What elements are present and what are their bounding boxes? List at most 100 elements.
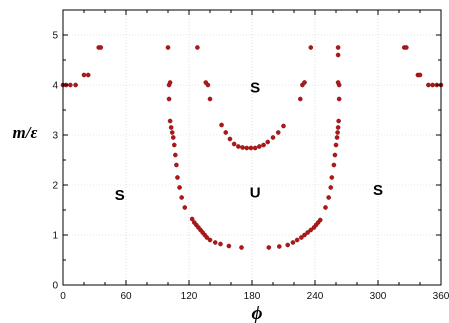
region-label: S: [250, 80, 260, 97]
data-point: [265, 139, 271, 145]
data-point: [257, 144, 262, 149]
data-point: [170, 135, 176, 140]
data-point: [317, 217, 323, 223]
x-tick-label: 120: [181, 291, 198, 302]
data-point: [276, 244, 282, 249]
data-point: [270, 135, 276, 140]
data-point: [328, 185, 334, 190]
y-tick-label: 5: [52, 31, 58, 42]
data-point: [261, 142, 266, 148]
y-tick-label: 3: [52, 131, 58, 142]
data-point: [223, 130, 229, 135]
data-point: [175, 175, 180, 180]
x-axis-label: ϕ: [252, 303, 263, 323]
data-point: [85, 72, 91, 78]
data-point: [335, 125, 341, 130]
data-point: [195, 45, 200, 50]
data-point: [236, 144, 241, 149]
data-point: [335, 80, 341, 85]
data-point: [226, 243, 232, 249]
data-point: [302, 80, 307, 85]
grid-lines: [63, 10, 441, 285]
data-point: [98, 45, 104, 50]
data-point: [331, 162, 337, 168]
data-point: [297, 96, 303, 102]
data-point: [179, 195, 184, 200]
x-tick-label: 240: [307, 291, 324, 302]
data-point: [207, 237, 213, 243]
data-point: [333, 142, 339, 148]
data-point: [430, 82, 435, 88]
data-point: [169, 130, 175, 135]
data-point: [244, 145, 250, 151]
region-labels: S S U S: [115, 80, 383, 205]
data-point: [336, 118, 341, 124]
data-point: [166, 96, 172, 102]
x-tick-label: 180: [244, 291, 261, 302]
data-point: [73, 82, 78, 88]
data-point: [335, 130, 340, 135]
data-point: [335, 45, 341, 50]
data-point: [68, 82, 73, 88]
x-tick-label: 0: [60, 291, 66, 302]
data-point: [219, 122, 224, 128]
data-point: [326, 195, 331, 200]
data-point: [173, 152, 178, 158]
data-point: [174, 162, 179, 168]
data-point: [329, 175, 335, 180]
data-point: [299, 235, 304, 240]
data-point: [171, 142, 177, 148]
data-point: [205, 82, 211, 88]
data-point: [336, 96, 342, 102]
data-point: [212, 240, 218, 245]
data-point: [281, 123, 286, 129]
data-point: [404, 45, 409, 50]
y-tick-label: 2: [52, 181, 58, 192]
data-point: [275, 130, 281, 135]
data-point: [182, 205, 188, 210]
data-point: [302, 232, 307, 238]
region-label: S: [373, 182, 383, 199]
y-tick-label: 0: [52, 281, 58, 292]
data-point: [177, 185, 182, 190]
y-tick-label: 1: [52, 231, 58, 242]
data-point: [189, 216, 195, 222]
data-point: [308, 45, 314, 50]
data-point: [252, 145, 258, 151]
data-point: [323, 205, 328, 210]
axis-ticks: 0 60 120 180 240 300 360 0 1 2 3 4 5: [52, 10, 449, 302]
data-point: [167, 80, 173, 85]
data-point: [308, 227, 314, 233]
data-point: [168, 125, 174, 130]
data-point: [218, 241, 223, 247]
data-point: [167, 118, 173, 124]
data-point: [285, 242, 291, 248]
data-points: [60, 45, 444, 250]
region-label: U: [250, 185, 261, 202]
data-point: [290, 240, 296, 245]
x-tick-label: 60: [120, 291, 132, 302]
data-point: [266, 245, 272, 250]
data-point: [332, 152, 338, 158]
data-point: [207, 96, 213, 102]
data-point: [334, 135, 340, 140]
region-label: S: [115, 187, 125, 204]
data-point: [231, 141, 237, 147]
data-point: [335, 52, 341, 58]
data-point: [417, 72, 423, 78]
data-point: [240, 145, 245, 150]
data-point: [426, 82, 431, 88]
data-point: [227, 136, 233, 142]
data-point: [165, 45, 171, 50]
data-point: [294, 237, 300, 243]
y-tick-label: 4: [52, 81, 58, 92]
x-tick-label: 360: [433, 291, 449, 302]
y-axis-label: m/ε: [13, 123, 38, 142]
data-point: [81, 72, 87, 78]
data-point: [248, 145, 254, 151]
x-tick-label: 300: [370, 291, 387, 302]
data-point: [204, 235, 210, 240]
data-point: [239, 245, 244, 250]
data-point: [305, 230, 310, 235]
